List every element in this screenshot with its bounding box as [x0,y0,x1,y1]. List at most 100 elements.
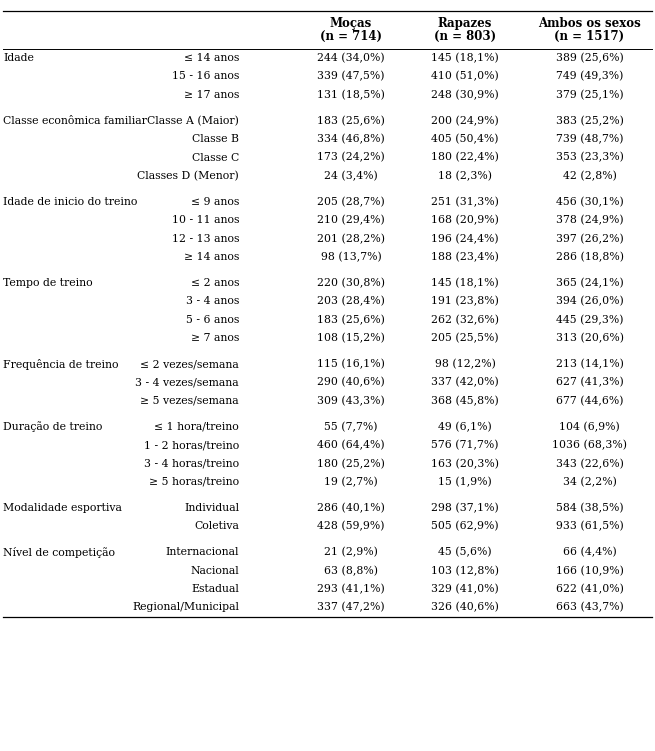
Text: 3 - 4 vezes/semana: 3 - 4 vezes/semana [136,378,239,388]
Text: 10 - 11 anos: 10 - 11 anos [172,216,239,225]
Text: 365 (24,1%): 365 (24,1%) [555,278,624,288]
Text: 293 (41,1%): 293 (41,1%) [317,584,385,594]
Text: 98 (12,2%): 98 (12,2%) [435,359,495,369]
Text: 298 (37,1%): 298 (37,1%) [431,502,499,513]
Text: 309 (43,3%): 309 (43,3%) [317,396,385,406]
Text: 24 (3,4%): 24 (3,4%) [324,170,378,181]
Text: 397 (26,2%): 397 (26,2%) [555,234,624,244]
Text: 410 (51,0%): 410 (51,0%) [431,71,499,82]
Text: (n = 1517): (n = 1517) [554,29,625,43]
Text: 15 (1,9%): 15 (1,9%) [438,477,492,487]
Text: 1 - 2 horas/treino: 1 - 2 horas/treino [144,440,239,450]
Text: Duração de treino: Duração de treino [3,421,103,432]
Text: 55 (7,7%): 55 (7,7%) [324,421,378,432]
Text: 622 (41,0%): 622 (41,0%) [555,584,624,594]
Text: 394 (26,0%): 394 (26,0%) [555,296,624,306]
Text: 334 (46,8%): 334 (46,8%) [317,134,385,144]
Text: 739 (48,7%): 739 (48,7%) [555,134,624,144]
Text: (n = 714): (n = 714) [320,29,382,43]
Text: 201 (28,2%): 201 (28,2%) [317,234,385,244]
Text: 42 (2,8%): 42 (2,8%) [563,170,616,181]
Text: 12 - 13 anos: 12 - 13 anos [172,234,239,243]
Text: 15 - 16 anos: 15 - 16 anos [172,71,239,81]
Text: 505 (62,9%): 505 (62,9%) [431,521,499,532]
Text: 180 (22,4%): 180 (22,4%) [431,152,499,163]
Text: 131 (18,5%): 131 (18,5%) [317,89,385,100]
Text: 460 (64,4%): 460 (64,4%) [317,440,385,451]
Text: ≥ 7 anos: ≥ 7 anos [191,333,239,343]
Text: 3 - 4 anos: 3 - 4 anos [186,297,239,306]
Text: Classe C: Classe C [192,152,239,162]
Text: 445 (29,3%): 445 (29,3%) [555,315,624,325]
Text: 329 (41,0%): 329 (41,0%) [431,584,499,594]
Text: 428 (59,9%): 428 (59,9%) [317,521,385,532]
Text: 456 (30,1%): 456 (30,1%) [555,197,624,207]
Text: 353 (23,3%): 353 (23,3%) [555,152,624,163]
Text: 183 (25,6%): 183 (25,6%) [317,315,385,325]
Text: Frequência de treino: Frequência de treino [3,358,119,369]
Text: 244 (34,0%): 244 (34,0%) [317,53,385,63]
Text: ≤ 2 anos: ≤ 2 anos [191,278,239,288]
Text: 145 (18,1%): 145 (18,1%) [431,278,499,288]
Text: ≤ 14 anos: ≤ 14 anos [183,53,239,63]
Text: 343 (22,6%): 343 (22,6%) [555,458,624,469]
Text: 286 (40,1%): 286 (40,1%) [317,502,385,513]
Text: 21 (2,9%): 21 (2,9%) [324,547,378,557]
Text: 290 (40,6%): 290 (40,6%) [317,377,385,388]
Text: 205 (25,5%): 205 (25,5%) [431,333,499,343]
Text: 210 (29,4%): 210 (29,4%) [317,215,385,225]
Text: Moças: Moças [330,17,372,30]
Text: 49 (6,1%): 49 (6,1%) [438,421,492,432]
Text: ≤ 9 anos: ≤ 9 anos [191,197,239,207]
Text: Tempo de treino: Tempo de treino [3,278,93,288]
Text: 749 (49,3%): 749 (49,3%) [556,71,623,82]
Text: Ambos os sexos: Ambos os sexos [538,17,641,30]
Text: Internacional: Internacional [166,547,239,557]
Text: 627 (41,3%): 627 (41,3%) [555,377,624,388]
Text: 163 (20,3%): 163 (20,3%) [431,458,499,469]
Text: 45 (5,6%): 45 (5,6%) [438,547,492,557]
Text: 166 (10,9%): 166 (10,9%) [555,566,624,576]
Text: 200 (24,9%): 200 (24,9%) [431,116,499,126]
Text: ≤ 2 vezes/semana: ≤ 2 vezes/semana [140,359,239,369]
Text: Classes D (Menor): Classes D (Menor) [138,170,239,181]
Text: 262 (32,6%): 262 (32,6%) [431,315,499,325]
Text: Coletiva: Coletiva [194,521,239,531]
Text: 576 (71,7%): 576 (71,7%) [431,440,499,451]
Text: 108 (15,2%): 108 (15,2%) [317,333,385,343]
Text: 286 (18,8%): 286 (18,8%) [555,252,624,262]
Text: 379 (25,1%): 379 (25,1%) [555,89,624,100]
Text: Idade: Idade [3,53,34,63]
Text: 104 (6,9%): 104 (6,9%) [559,421,620,432]
Text: 196 (24,4%): 196 (24,4%) [431,234,499,244]
Text: 203 (28,4%): 203 (28,4%) [317,296,385,306]
Text: 3 - 4 horas/treino: 3 - 4 horas/treino [144,459,239,469]
Text: 313 (20,6%): 313 (20,6%) [555,333,624,343]
Text: Idade de inicio do treino: Idade de inicio do treino [3,197,138,207]
Text: 337 (42,0%): 337 (42,0%) [431,377,499,388]
Text: 103 (12,8%): 103 (12,8%) [431,566,499,576]
Text: 66 (4,4%): 66 (4,4%) [563,547,616,557]
Text: 251 (31,3%): 251 (31,3%) [431,197,499,207]
Text: Individual: Individual [184,503,239,513]
Text: 389 (25,6%): 389 (25,6%) [555,53,624,63]
Text: 173 (24,2%): 173 (24,2%) [317,152,385,163]
Text: 383 (25,2%): 383 (25,2%) [555,116,624,126]
Text: 34 (2,2%): 34 (2,2%) [563,477,616,487]
Text: ≥ 17 anos: ≥ 17 anos [183,90,239,100]
Text: 145 (18,1%): 145 (18,1%) [431,53,499,63]
Text: 339 (47,5%): 339 (47,5%) [317,71,385,82]
Text: 220 (30,8%): 220 (30,8%) [317,278,385,288]
Text: 677 (44,6%): 677 (44,6%) [555,396,624,406]
Text: ≤ 1 hora/treino: ≤ 1 hora/treino [155,422,239,432]
Text: (n = 803): (n = 803) [434,29,496,43]
Text: 168 (20,9%): 168 (20,9%) [431,215,499,225]
Text: ≥ 14 anos: ≥ 14 anos [183,252,239,262]
Text: 188 (23,4%): 188 (23,4%) [431,252,499,262]
Text: 1036 (68,3%): 1036 (68,3%) [552,440,627,451]
Text: Classe econômica familiar: Classe econômica familiar [3,116,147,125]
Text: 180 (25,2%): 180 (25,2%) [317,458,385,469]
Text: 98 (13,7%): 98 (13,7%) [321,252,381,262]
Text: ≥ 5 vezes/semana: ≥ 5 vezes/semana [140,396,239,406]
Text: 205 (28,7%): 205 (28,7%) [317,197,385,207]
